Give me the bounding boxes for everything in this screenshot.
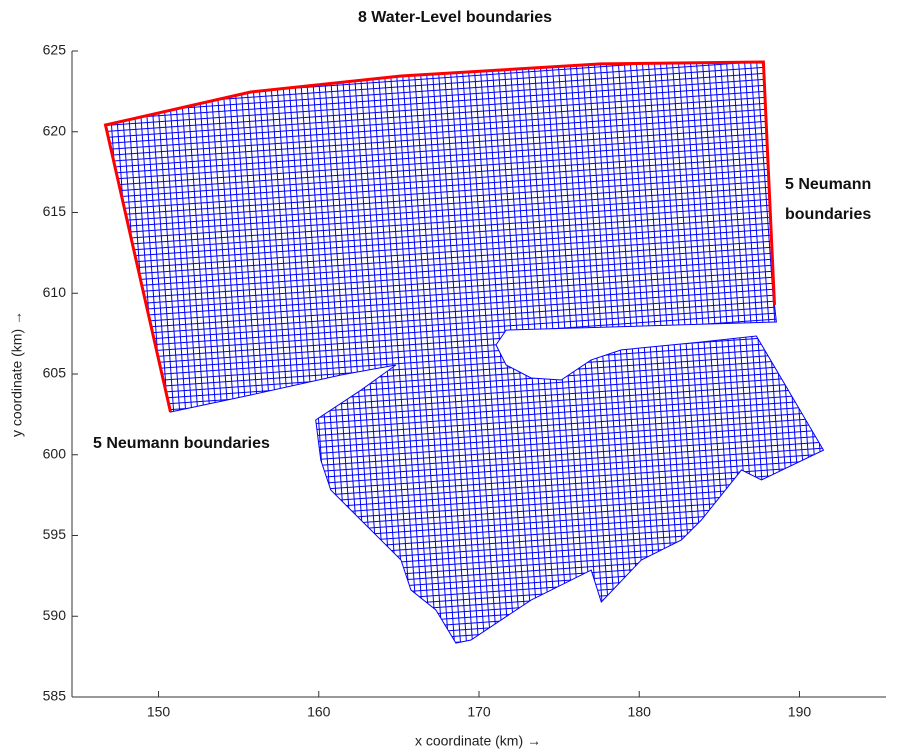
y-tick-label: 615	[43, 203, 67, 219]
x-tick-label: 190	[788, 704, 812, 720]
x-axis-label: x coordinate (km) →	[415, 733, 541, 749]
annotation: 5 Neumann	[785, 176, 871, 193]
y-tick-label: 595	[43, 526, 67, 542]
y-tick-label: 605	[43, 365, 67, 381]
y-tick-label: 585	[43, 688, 67, 704]
x-tick-label: 180	[628, 704, 652, 720]
y-axis-label: y coordinate (km) →	[9, 311, 25, 437]
y-tick-label: 590	[43, 607, 67, 623]
x-tick-label: 170	[467, 704, 491, 720]
boundary-line	[103, 60, 776, 413]
y-tick-label: 625	[43, 42, 67, 58]
y-tick-label: 620	[43, 122, 67, 138]
x-tick-label: 160	[307, 704, 331, 720]
annotation: 5 Neumann boundaries	[93, 435, 270, 452]
y-tick-label: 600	[43, 445, 67, 461]
y-tick-label: 610	[43, 284, 67, 300]
annotation: boundaries	[785, 206, 871, 223]
mesh-area	[104, 61, 825, 644]
chart-title: 8 Water-Level boundaries	[358, 9, 552, 26]
x-tick-label: 150	[147, 704, 171, 720]
